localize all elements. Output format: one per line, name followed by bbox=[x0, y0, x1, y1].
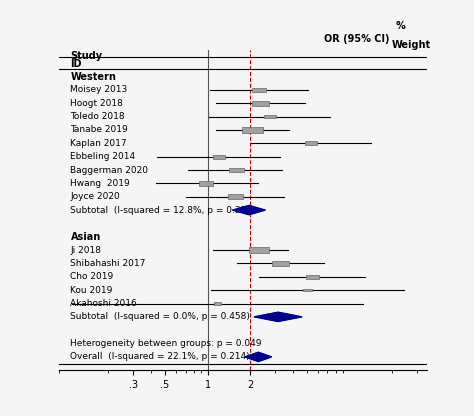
Text: Akahoshi 2016: Akahoshi 2016 bbox=[71, 299, 137, 308]
FancyBboxPatch shape bbox=[306, 275, 319, 279]
FancyBboxPatch shape bbox=[252, 88, 266, 92]
FancyBboxPatch shape bbox=[252, 101, 269, 106]
FancyBboxPatch shape bbox=[214, 302, 221, 305]
Text: Asian: Asian bbox=[71, 232, 101, 242]
Text: Ebbeling 2014: Ebbeling 2014 bbox=[71, 152, 136, 161]
Text: Overall  (I-squared = 22.1%, p = 0.214): Overall (I-squared = 22.1%, p = 0.214) bbox=[71, 352, 250, 362]
FancyBboxPatch shape bbox=[200, 181, 213, 186]
Text: Subtotal  (I-squared = 12.8%, p = 0.328): Subtotal (I-squared = 12.8%, p = 0.328) bbox=[71, 206, 256, 215]
Text: %: % bbox=[395, 21, 405, 31]
FancyBboxPatch shape bbox=[228, 194, 243, 199]
FancyBboxPatch shape bbox=[305, 141, 317, 145]
Text: Tanabe 2019: Tanabe 2019 bbox=[71, 126, 128, 134]
Text: ID: ID bbox=[71, 59, 82, 69]
FancyBboxPatch shape bbox=[272, 261, 289, 266]
Text: Hoogt 2018: Hoogt 2018 bbox=[71, 99, 123, 108]
Polygon shape bbox=[254, 312, 302, 322]
Text: Ji 2018: Ji 2018 bbox=[71, 245, 101, 255]
Text: Kou 2019: Kou 2019 bbox=[71, 286, 113, 295]
Text: Hwang  2019: Hwang 2019 bbox=[71, 179, 130, 188]
FancyBboxPatch shape bbox=[248, 247, 269, 253]
FancyBboxPatch shape bbox=[229, 168, 244, 173]
Text: Study: Study bbox=[71, 51, 102, 61]
Text: Shibahashi 2017: Shibahashi 2017 bbox=[71, 259, 146, 268]
Polygon shape bbox=[233, 206, 265, 215]
Text: Kaplan 2017: Kaplan 2017 bbox=[71, 139, 127, 148]
Text: Cho 2019: Cho 2019 bbox=[71, 272, 114, 281]
Text: Baggerman 2020: Baggerman 2020 bbox=[71, 166, 148, 175]
FancyBboxPatch shape bbox=[264, 115, 275, 119]
Text: Moisey 2013: Moisey 2013 bbox=[71, 85, 128, 94]
FancyBboxPatch shape bbox=[303, 289, 312, 292]
Text: Subtotal  (I-squared = 0.0%, p = 0.458): Subtotal (I-squared = 0.0%, p = 0.458) bbox=[71, 312, 250, 321]
Text: Joyce 2020: Joyce 2020 bbox=[71, 192, 120, 201]
Polygon shape bbox=[245, 352, 272, 362]
Text: OR (95% CI): OR (95% CI) bbox=[324, 34, 389, 44]
FancyBboxPatch shape bbox=[213, 155, 225, 158]
FancyBboxPatch shape bbox=[242, 126, 264, 134]
Text: Heterogeneity between groups: p = 0.049: Heterogeneity between groups: p = 0.049 bbox=[71, 339, 262, 348]
Text: Weight: Weight bbox=[392, 40, 431, 50]
Text: Toledo 2018: Toledo 2018 bbox=[71, 112, 125, 121]
Text: Western: Western bbox=[71, 72, 116, 82]
